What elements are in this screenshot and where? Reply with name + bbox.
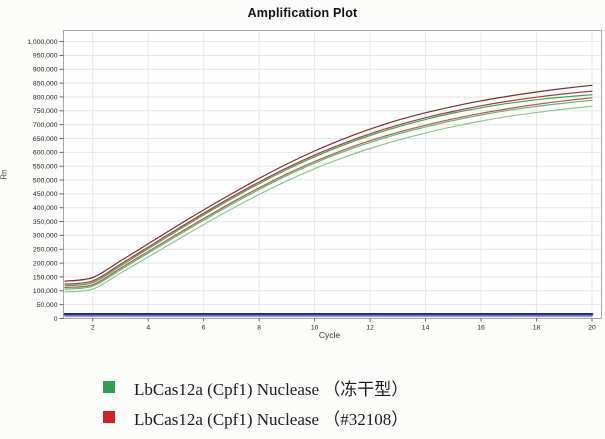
svg-text:450,000: 450,000 (33, 191, 58, 198)
svg-text:800,000: 800,000 (33, 94, 58, 101)
series-line (64, 105, 593, 293)
svg-text:50,000: 50,000 (37, 302, 58, 309)
svg-text:500,000: 500,000 (33, 177, 58, 184)
series-line (64, 99, 593, 290)
svg-text:900,000: 900,000 (33, 67, 58, 74)
svg-text:14: 14 (422, 325, 430, 332)
svg-text:12: 12 (366, 325, 374, 332)
plot-area (63, 30, 602, 319)
svg-text:750,000: 750,000 (33, 108, 58, 115)
y-axis-title: Rn (0, 169, 9, 180)
svg-text:650,000: 650,000 (33, 136, 58, 143)
svg-text:1,000,000: 1,000,000 (27, 39, 57, 46)
svg-text:0: 0 (54, 316, 58, 323)
svg-text:16: 16 (477, 325, 485, 332)
svg-text:10: 10 (311, 325, 319, 332)
svg-text:4: 4 (146, 325, 150, 332)
legend-item-32108: LbCas12a (Cpf1) Nuclease （#32108） (103, 402, 408, 432)
x-axis-labels: 2 4 6 8 10 12 14 16 18 20 (91, 318, 596, 332)
series-line (64, 90, 593, 285)
legend-swatch-green (103, 381, 115, 393)
legend-item-freeze-dried: LbCas12a (Cpf1) Nuclease （冻干型） (103, 372, 408, 402)
svg-text:6: 6 (202, 325, 206, 332)
series-line (64, 97, 593, 289)
chart-title: Amplification Plot (247, 6, 358, 20)
svg-text:150,000: 150,000 (33, 274, 58, 281)
plot-frame (63, 30, 602, 319)
svg-text:8: 8 (257, 325, 261, 332)
grid (63, 30, 602, 319)
svg-text:2: 2 (91, 325, 95, 332)
y-axis-labels: 0 50,000 100,000 150,000 200,000 250,000 300,0… (27, 39, 64, 323)
svg-text:18: 18 (533, 325, 541, 332)
svg-text:100,000: 100,000 (33, 288, 58, 295)
legend: LbCas12a (Cpf1) Nuclease （冻干型） LbCas12a … (103, 372, 408, 432)
svg-text:250,000: 250,000 (33, 247, 58, 254)
svg-text:850,000: 850,000 (33, 80, 58, 87)
svg-text:20: 20 (588, 325, 596, 332)
svg-text:550,000: 550,000 (33, 163, 58, 170)
svg-text:700,000: 700,000 (33, 122, 58, 129)
svg-text:300,000: 300,000 (33, 233, 58, 240)
svg-text:200,000: 200,000 (33, 260, 58, 267)
legend-label: LbCas12a (Cpf1) Nuclease （冻干型） (134, 379, 409, 399)
svg-text:350,000: 350,000 (33, 219, 58, 226)
series-line (64, 84, 593, 282)
x-axis-title: Cycle (318, 330, 341, 340)
svg-text:400,000: 400,000 (33, 205, 58, 212)
svg-text:600,000: 600,000 (33, 150, 58, 157)
svg-text:950,000: 950,000 (33, 53, 58, 60)
series-line (64, 94, 593, 287)
series-lines (63, 84, 594, 318)
amplification-plot: 0 50,000 100,000 150,000 200,000 250,000 300,0… (27, 30, 602, 332)
legend-label: LbCas12a (Cpf1) Nuclease （#32108） (134, 409, 409, 429)
legend-swatch-red (103, 411, 115, 423)
